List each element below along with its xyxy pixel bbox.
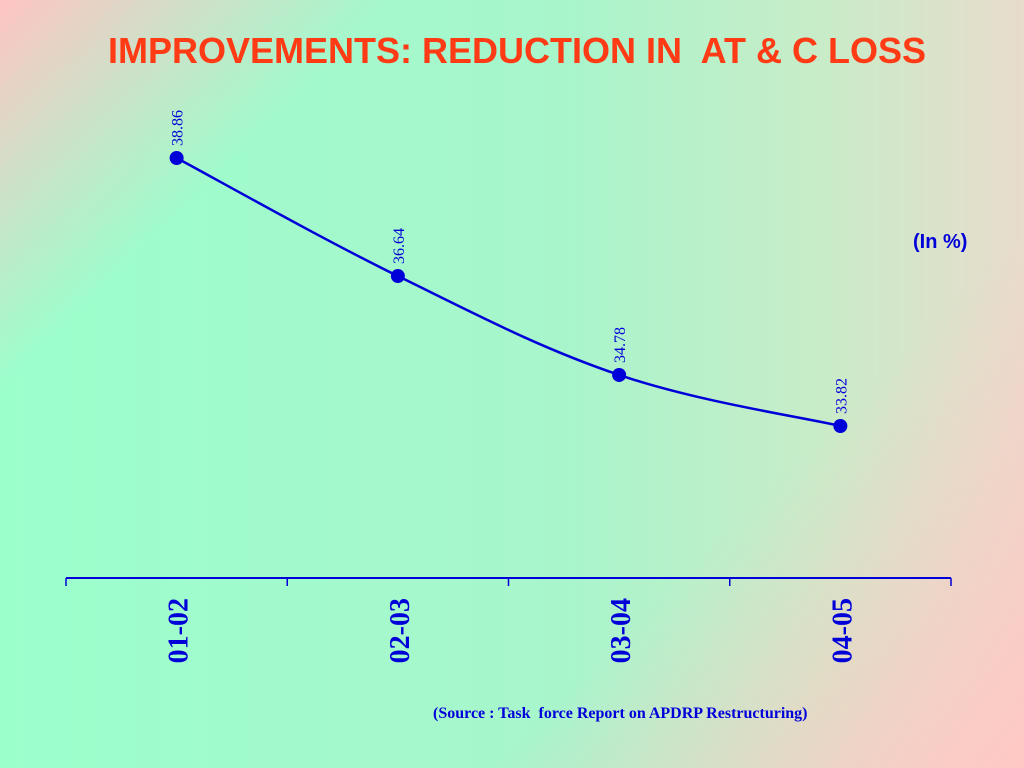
chart-title: IMPROVEMENTS: REDUCTION IN AT & C LOSS — [107, 30, 926, 71]
series-line — [176, 156, 841, 428]
source-note: (Source : Task force Report on APDRP Res… — [433, 705, 808, 722]
data-point — [612, 367, 627, 382]
x-tick-label: 04-05 — [827, 598, 858, 663]
data-label: 34.78 — [612, 327, 629, 363]
data-point — [169, 151, 184, 165]
data-point — [833, 419, 848, 433]
x-tick-label: 03-04 — [606, 598, 637, 663]
unit-label: (In %) — [913, 231, 968, 253]
data-label: 33.82 — [833, 378, 850, 414]
x-tick-label: 01-02 — [164, 598, 195, 663]
data-point — [390, 269, 405, 284]
x-tick-label: 02-03 — [385, 598, 416, 663]
data-label: 38.86 — [170, 110, 187, 146]
data-label: 36.64 — [391, 228, 408, 264]
